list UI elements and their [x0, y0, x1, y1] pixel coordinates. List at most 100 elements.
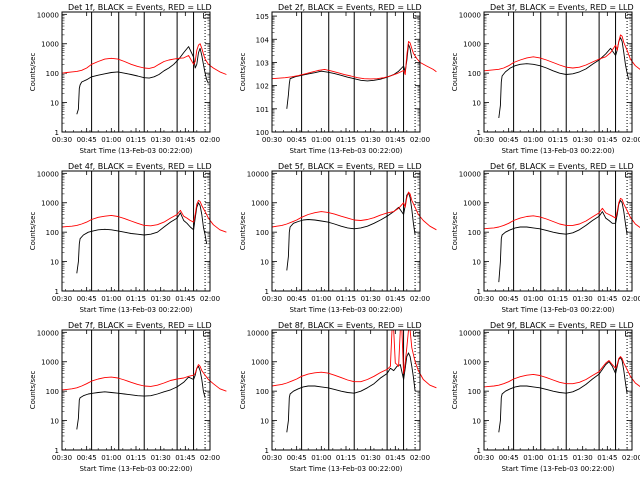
- series-lld-line: [61, 199, 227, 233]
- x-tick-label: 02:00: [410, 295, 430, 303]
- y-axis-label: Counts/sec: [29, 371, 37, 410]
- x-tick-label: 01:15: [548, 136, 568, 144]
- y-tick-label: 100: [468, 70, 481, 78]
- x-tick-label: 01:30: [151, 136, 171, 144]
- x-tick-label: 01:15: [126, 454, 146, 462]
- y-tick-label: 1000: [41, 41, 59, 49]
- window-marker: [413, 172, 419, 178]
- x-tick-label: 01:15: [548, 454, 568, 462]
- x-tick-label: 01:45: [385, 454, 405, 462]
- y-tick-label: 1: [477, 288, 481, 296]
- x-tick-label: 01:00: [101, 295, 121, 303]
- x-tick-label: 01:00: [311, 136, 331, 144]
- y-tick-label: 1000: [41, 200, 59, 208]
- chart-panel-2: Det 2f, BLACK = Events, RED = LLD Start T…: [239, 3, 437, 155]
- y-tick-label: 10000: [247, 170, 269, 178]
- x-tick-label: 01:00: [523, 454, 543, 462]
- chart-title: Det 1f, BLACK = Events, RED = LLD: [68, 3, 212, 12]
- x-tick-label: 00:30: [474, 136, 494, 144]
- window-marker: [625, 13, 631, 19]
- x-tick-label: 01:15: [126, 136, 146, 144]
- series-events-line: [286, 352, 416, 433]
- x-tick-label: 01:00: [101, 136, 121, 144]
- y-tick-label: 10000: [37, 170, 59, 178]
- y-tick-label: 10000: [459, 11, 481, 19]
- window-marker: [625, 172, 631, 178]
- y-tick-label: 100: [468, 229, 481, 237]
- x-tick-label: 02:00: [200, 136, 220, 144]
- x-tick-label: 00:45: [77, 136, 97, 144]
- y-tick-label: 100: [256, 388, 269, 396]
- y-tick-label: 10000: [37, 329, 59, 337]
- x-tick-label: 02:00: [410, 454, 430, 462]
- plot-frame: [271, 11, 421, 133]
- y-axis-label: Counts/sec: [451, 53, 459, 92]
- y-tick-label: 1: [55, 288, 59, 296]
- series-events-line: [286, 43, 413, 109]
- x-tick-label: 01:15: [548, 295, 568, 303]
- x-tick-label: 01:00: [523, 295, 543, 303]
- chart-panel-4: Det 4f, BLACK = Events, RED = LLD Start T…: [29, 162, 227, 314]
- series-lld-line: [61, 364, 227, 392]
- x-axis-label: Start Time (13-Feb-03 00:22:00): [79, 465, 192, 473]
- x-axis-label: Start Time (13-Feb-03 00:22:00): [289, 465, 402, 473]
- y-tick-label: 10000: [459, 329, 481, 337]
- y-tick-label: 1000: [463, 359, 481, 367]
- x-axis-label: Start Time (13-Feb-03 00:22:00): [501, 147, 614, 155]
- y-tick-label: 1: [477, 129, 481, 137]
- x-tick-label: 02:00: [622, 454, 640, 462]
- y-tick-label: 100: [46, 70, 59, 78]
- plot-frame: [61, 329, 211, 451]
- chart-title: Det 7f, BLACK = Events, RED = LLD: [68, 321, 212, 330]
- x-tick-label: 00:45: [499, 454, 519, 462]
- chart-title: Det 8f, BLACK = Events, RED = LLD: [278, 321, 422, 330]
- y-tick-label: 10000: [247, 329, 269, 337]
- x-tick-label: 02:00: [200, 295, 220, 303]
- y-tick-label: 1000: [41, 359, 59, 367]
- chart-title: Det 6f, BLACK = Events, RED = LLD: [490, 162, 634, 171]
- plot-frame: [61, 11, 211, 133]
- series-lld-line: [483, 34, 640, 72]
- x-tick-label: 01:45: [597, 136, 617, 144]
- x-tick-label: 00:45: [499, 136, 519, 144]
- x-tick-label: 00:30: [262, 136, 282, 144]
- chart-panel-9: Det 9f, BLACK = Events, RED = LLD Start T…: [451, 321, 640, 473]
- x-tick-label: 01:45: [175, 295, 195, 303]
- y-axis-label: Counts/sec: [451, 371, 459, 410]
- y-tick-label: 102: [256, 83, 269, 91]
- x-tick-label: 01:00: [101, 454, 121, 462]
- y-axis-label: Counts/sec: [239, 371, 247, 410]
- x-tick-label: 00:30: [262, 295, 282, 303]
- series-events-line: [498, 356, 628, 433]
- x-tick-label: 00:30: [474, 295, 494, 303]
- y-tick-label: 100: [46, 229, 59, 237]
- plot-frame: [61, 170, 211, 292]
- y-tick-label: 1000: [463, 41, 481, 49]
- x-tick-label: 02:00: [622, 136, 640, 144]
- y-tick-label: 10000: [37, 11, 59, 19]
- x-tick-label: 00:45: [499, 295, 519, 303]
- plot-frame: [483, 11, 633, 133]
- x-tick-label: 01:45: [385, 295, 405, 303]
- x-tick-label: 00:45: [77, 454, 97, 462]
- y-tick-label: 10: [472, 418, 481, 426]
- chart-panel-3: Det 3f, BLACK = Events, RED = LLD Start T…: [451, 3, 640, 155]
- chart-title: Det 3f, BLACK = Events, RED = LLD: [490, 3, 634, 12]
- x-tick-label: 01:45: [175, 454, 195, 462]
- plot-frame: [271, 170, 421, 292]
- x-tick-label: 01:15: [126, 295, 146, 303]
- y-axis-label: Counts/sec: [29, 53, 37, 92]
- y-tick-label: 105: [256, 13, 269, 21]
- y-tick-label: 10: [50, 418, 59, 426]
- series-events-line: [498, 199, 628, 283]
- x-axis-label: Start Time (13-Feb-03 00:22:00): [289, 147, 402, 155]
- plot-frame: [483, 329, 633, 451]
- x-tick-label: 01:30: [151, 454, 171, 462]
- y-axis-label: Counts/sec: [239, 212, 247, 251]
- x-tick-label: 00:30: [262, 454, 282, 462]
- y-tick-label: 10: [260, 418, 269, 426]
- y-tick-label: 1: [55, 447, 59, 455]
- series-events-line: [286, 192, 416, 271]
- y-tick-label: 1: [265, 447, 269, 455]
- y-tick-label: 1000: [463, 200, 481, 208]
